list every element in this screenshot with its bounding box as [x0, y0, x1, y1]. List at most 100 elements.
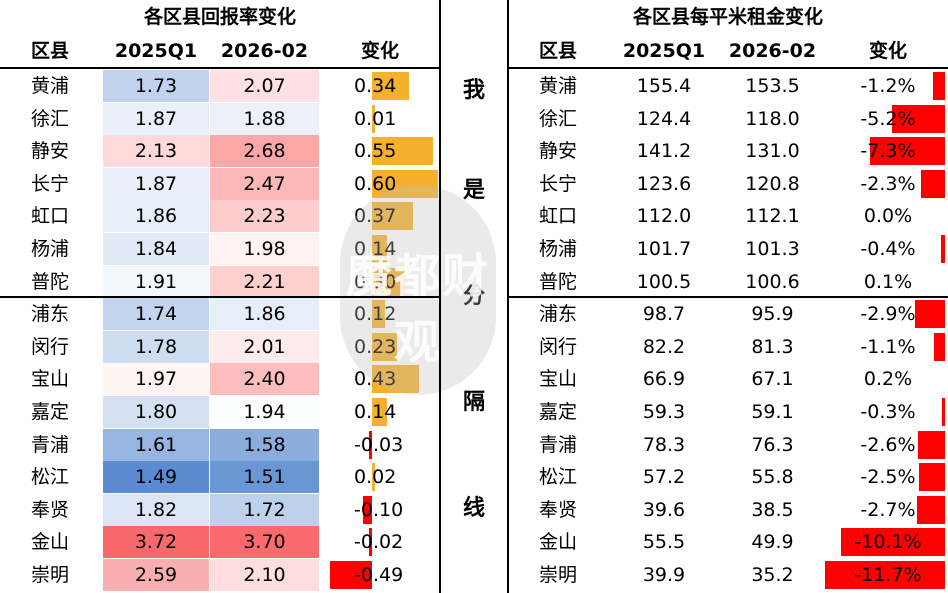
divider-char: 是 — [462, 178, 485, 203]
rent-change-bar — [891, 104, 945, 133]
yield-q1-cell: 1.61 — [103, 428, 209, 461]
yield-district-cell: 嘉定 — [30, 401, 69, 423]
yield-change-label: 0.43 — [354, 368, 397, 391]
watermark-text: 魔都财观 — [346, 249, 490, 369]
yield-change-label: -0.02 — [354, 531, 404, 554]
yield-feb-cell: 1.58 — [210, 428, 319, 461]
rent-feb-cell: 101.3 — [745, 238, 800, 260]
rent-change-label: -2.5% — [860, 466, 916, 489]
yield-district-cell: 黄浦 — [30, 75, 69, 97]
rent-feb-cell: 59.1 — [751, 401, 794, 423]
yield-table-title: 各区县回报率变化 — [143, 6, 296, 28]
rent-q1-cell: 39.6 — [642, 498, 686, 521]
yield-change-bar — [372, 137, 433, 166]
yield-change-label: -0.10 — [354, 498, 404, 521]
yield-change-label: 0.02 — [354, 466, 397, 489]
yield-header-2026-02: 2026-02 — [220, 40, 309, 62]
yield-change-bar — [372, 235, 388, 263]
rent-feb-cell: 95.9 — [751, 303, 794, 326]
rent-header-change: 变化 — [868, 40, 907, 62]
rent-change-label: -2.9% — [860, 303, 916, 326]
rent-change-label: 0.1% — [863, 270, 913, 293]
yield-feb-cell: 2.21 — [210, 265, 319, 298]
rent-feb-cell: 100.6 — [745, 270, 800, 293]
rent-q1-cell: 82.2 — [642, 335, 686, 358]
rent-change-label: -11.7% — [854, 564, 922, 586]
yield-group-rule — [0, 296, 440, 298]
rent-header-rule — [508, 67, 948, 69]
rent-change-label: -2.3% — [860, 172, 916, 195]
rent-change-bar — [841, 528, 945, 557]
rent-change-label: -1.2% — [860, 75, 916, 97]
yield-q1-cell: 1.73 — [103, 70, 209, 102]
rent-district-cell: 崇明 — [538, 564, 577, 586]
yield-district-cell: 徐汇 — [30, 107, 69, 130]
yield-district-cell: 杨浦 — [30, 238, 69, 260]
left-border-line — [439, 0, 441, 593]
yield-district-cell: 金山 — [30, 531, 69, 554]
yield-change-table: 各区县回报率变化 区县 2025Q1 2026-02 变化 黄浦 1.73 2.07… — [0, 0, 440, 593]
yield-feb-cell: 2.01 — [210, 330, 319, 363]
rent-change-table: 各区县每平米租金变化 区县 2025Q1 2026-02 变化 黄浦 155.4 1… — [508, 0, 948, 593]
rent-change-label: -2.7% — [860, 498, 916, 521]
rent-district-cell: 金山 — [538, 531, 577, 554]
rent-feb-cell: 35.2 — [751, 564, 794, 586]
yield-feb-cell: 2.68 — [210, 135, 319, 168]
yield-header-change: 变化 — [360, 40, 399, 62]
yield-q1-cell: 1.80 — [103, 396, 209, 428]
rent-district-cell: 宝山 — [538, 368, 577, 391]
rent-district-cell: 嘉定 — [538, 401, 577, 423]
rent-change-bar — [870, 137, 945, 166]
yield-feb-cell: 1.94 — [210, 396, 319, 428]
yield-district-cell: 虹口 — [30, 205, 69, 228]
yield-change-bar — [363, 495, 372, 524]
rent-change-bar — [917, 495, 945, 524]
rent-change-label: 0.2% — [863, 368, 913, 391]
rent-q1-cell: 155.4 — [636, 75, 692, 97]
yield-district-cell: 奉贤 — [30, 498, 69, 521]
rent-district-cell: 黄浦 — [538, 75, 577, 97]
yield-change-bar — [372, 267, 405, 296]
rent-district-cell: 青浦 — [538, 433, 577, 456]
yield-change-bar — [372, 332, 398, 361]
rent-change-label: -10.1% — [854, 531, 922, 554]
rent-change-label: -0.3% — [860, 401, 916, 423]
rent-district-cell: 杨浦 — [538, 238, 577, 260]
yield-district-cell: 宝山 — [30, 368, 69, 391]
yield-feb-cell: 1.86 — [210, 298, 319, 331]
yield-change-label: 0.55 — [354, 140, 397, 163]
yield-feb-cell: 1.98 — [210, 233, 319, 265]
yield-feb-cell: 2.23 — [210, 200, 319, 233]
rent-header-2025q1: 2025Q1 — [622, 40, 706, 62]
rent-change-bar — [933, 332, 945, 361]
rent-q1-cell: 66.9 — [642, 368, 686, 391]
yield-header-rule — [0, 67, 440, 69]
yield-q1-cell: 1.84 — [103, 233, 209, 265]
rent-change-bar — [932, 72, 945, 100]
rent-feb-cell: 67.1 — [751, 368, 794, 391]
rent-feb-cell: 49.9 — [751, 531, 794, 554]
rent-table-title: 各区县每平米租金变化 — [632, 6, 823, 28]
rent-change-bar — [915, 300, 945, 329]
rent-feb-cell: 55.8 — [751, 466, 794, 489]
rent-feb-cell: 153.5 — [745, 75, 800, 97]
yield-district-cell: 浦东 — [30, 303, 69, 326]
yield-feb-cell: 2.47 — [210, 167, 319, 200]
rent-district-cell: 静安 — [538, 140, 577, 163]
yield-feb-cell: 3.70 — [210, 526, 319, 559]
divider-char: 我 — [462, 78, 485, 103]
rent-q1-cell: 124.4 — [636, 107, 692, 130]
yield-q1-cell: 3.72 — [103, 526, 209, 559]
yield-header-district: 区县 — [30, 40, 69, 62]
rent-change-label: -0.4% — [860, 238, 916, 260]
yield-district-cell: 崇明 — [30, 564, 69, 586]
rent-q1-cell: 55.5 — [642, 531, 686, 554]
rent-change-bar — [918, 430, 945, 459]
yield-change-bar — [372, 169, 438, 198]
rent-change-label: -7.3% — [860, 140, 916, 163]
yield-change-bar — [369, 430, 372, 459]
yield-change-bar — [329, 561, 372, 589]
rent-district-cell: 浦东 — [538, 303, 577, 326]
yield-change-label: 0.34 — [354, 75, 397, 97]
yield-district-cell: 松江 — [30, 466, 69, 489]
